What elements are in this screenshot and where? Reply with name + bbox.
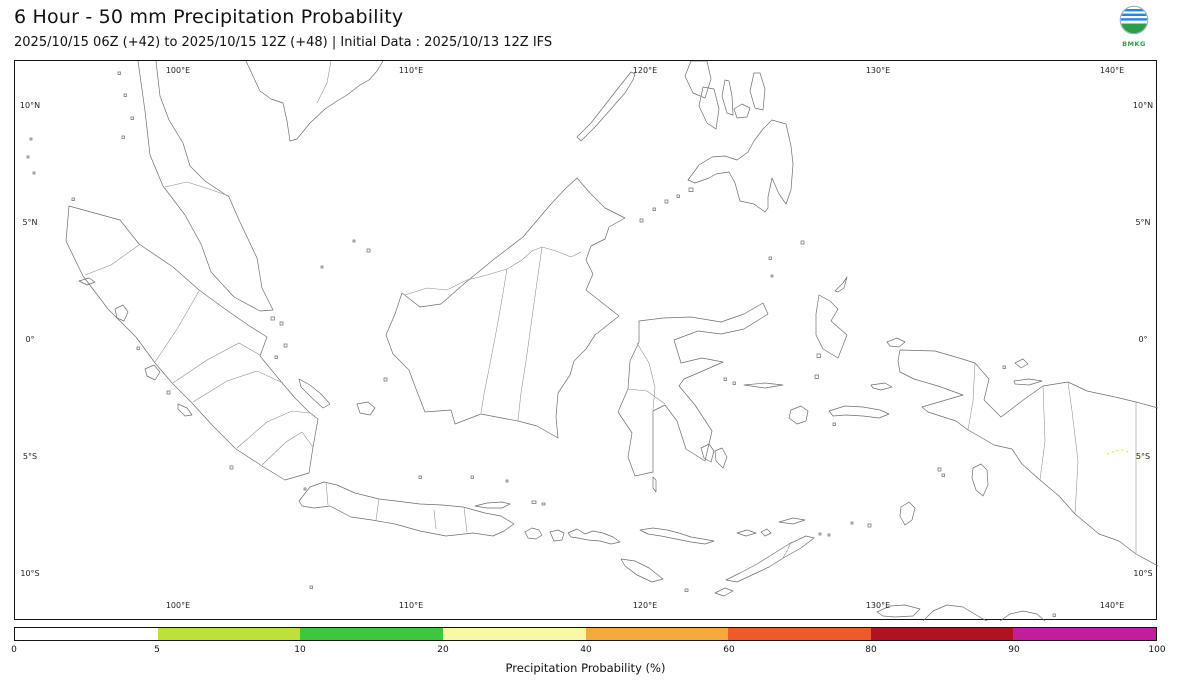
coastline-indochina — [245, 61, 384, 142]
colorbar-tick-label: 80 — [865, 645, 877, 655]
coastline-sumatra — [65, 205, 319, 481]
colorbar-segment — [728, 628, 871, 640]
colorbar-tick-label: 90 — [1008, 645, 1020, 655]
bmkg-logo-icon — [1119, 5, 1149, 35]
probability-contour-5pct — [1106, 449, 1143, 459]
indonesia-basemap — [26, 61, 1158, 621]
lon-tick-label: 120°E — [632, 601, 658, 610]
lat-tick-label: 10°N — [1132, 101, 1154, 110]
colorbar-tick-label: 40 — [580, 645, 592, 655]
lat-tick-label: 0° — [25, 335, 35, 344]
colorbar-tick-label: 100 — [1148, 645, 1166, 655]
lon-tick-label: 120°E — [632, 66, 658, 75]
province-borders — [84, 244, 1079, 533]
lon-tick-label: 140°E — [1099, 601, 1125, 610]
coastline-lesser-sunda — [524, 517, 815, 597]
colorbar-axis-label: Precipitation Probability (%) — [505, 661, 666, 675]
coastline-sumatra-west-islands — [78, 277, 193, 417]
lat-tick-label: 5°S — [22, 452, 38, 461]
map-area — [14, 60, 1158, 621]
forecast-period-subtitle: 2025/10/15 06Z (+42) to 2025/10/15 12Z (… — [14, 35, 553, 50]
colorbar-segment — [157, 628, 301, 640]
lon-tick-label: 110°E — [398, 66, 424, 75]
lon-tick-label: 130°E — [865, 66, 891, 75]
colorbar-segment — [300, 628, 443, 640]
lat-tick-label: 5°S — [1135, 452, 1151, 461]
coastline-sulawesi-satellites — [652, 443, 728, 493]
bmkg-logo: BMKG — [1114, 5, 1154, 48]
lat-tick-label: 0° — [1138, 335, 1148, 344]
colorbar-segment — [870, 628, 1014, 640]
lon-tick-label: 130°E — [865, 601, 891, 610]
coastline-sulawesi — [617, 302, 769, 477]
lat-tick-label: 10°N — [19, 101, 41, 110]
colorbar-segment — [1013, 628, 1156, 640]
colorbar-tick-label: 20 — [437, 645, 449, 655]
page-title: 6 Hour - 50 mm Precipitation Probability — [14, 6, 404, 28]
colorbar-segment — [442, 628, 586, 640]
lon-tick-label: 100°E — [165, 66, 191, 75]
colorbar-segment — [15, 628, 158, 640]
lat-tick-label: 10°S — [20, 569, 40, 578]
country-borders — [164, 61, 792, 559]
lon-tick-label: 110°E — [398, 601, 424, 610]
colorbar-tick-label: 10 — [294, 645, 306, 655]
coastline-australia — [876, 604, 1046, 621]
colorbar-tick-label: 60 — [723, 645, 735, 655]
coastline-borneo — [385, 177, 626, 439]
coastline-papua — [897, 349, 1158, 567]
coastline-philippines — [576, 61, 794, 213]
colorbar-tick-label: 0 — [11, 645, 17, 655]
precipitation-probability-colorbar — [14, 627, 1157, 641]
coastline-maluku-islands — [743, 276, 989, 526]
lon-tick-label: 140°E — [1099, 66, 1125, 75]
coastline-malay-peninsula — [137, 61, 274, 312]
lat-tick-label: 10°S — [1133, 569, 1153, 578]
small-island-specks — [26, 71, 1056, 617]
coastline-java-sea-islands — [298, 378, 376, 416]
coastline-java-madura — [298, 481, 515, 537]
lon-tick-label: 100°E — [165, 601, 191, 610]
colorbar-tick-label: 5 — [154, 645, 160, 655]
lat-tick-label: 5°N — [22, 218, 38, 227]
bmkg-logo-text: BMKG — [1122, 40, 1146, 48]
lat-tick-label: 5°N — [1135, 218, 1151, 227]
colorbar-segment — [585, 628, 729, 640]
